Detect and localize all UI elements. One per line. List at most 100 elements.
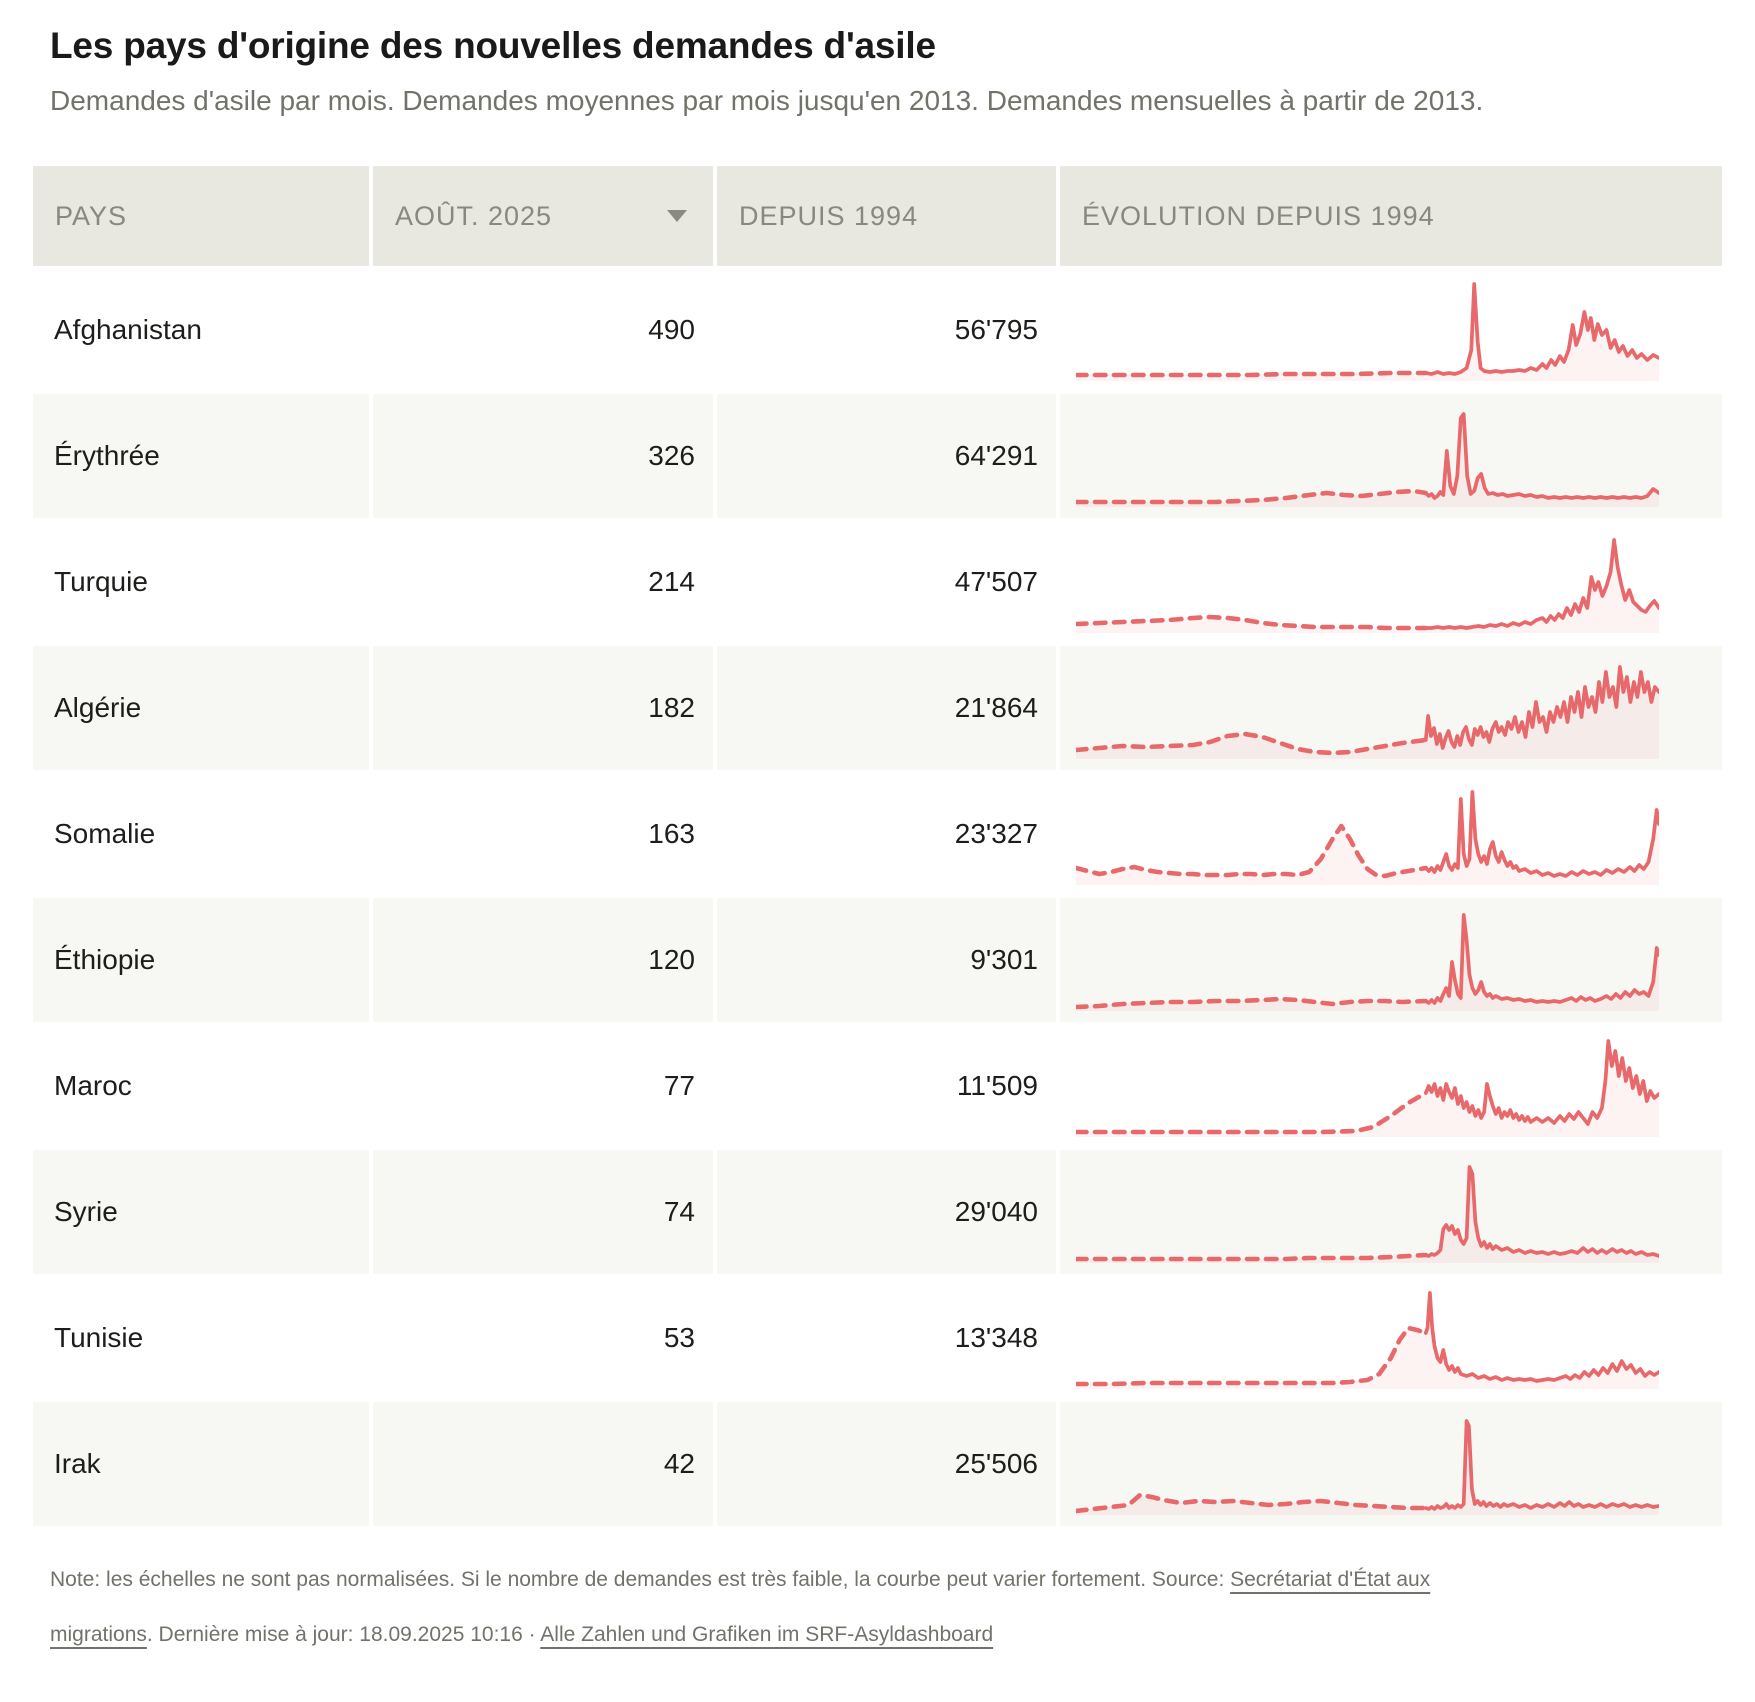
evolution-sparkline-cell — [1060, 268, 1722, 392]
sparkline-dashed-segment — [1076, 731, 1429, 756]
since-1994-value: 56'795 — [954, 314, 1038, 345]
sparkline-chart — [1076, 538, 1659, 633]
sparkline-solid-segment — [1423, 1419, 1659, 1511]
sparkline-chart — [1076, 1291, 1659, 1389]
sparkline-chart — [1076, 1165, 1659, 1263]
country-cell: Algérie — [33, 646, 369, 770]
sparkline-dashed-segment — [1076, 1492, 1429, 1514]
table-row: Syrie 74 29'040 — [33, 1150, 1722, 1274]
sparkline-solid-segment — [1423, 412, 1659, 500]
sparkline-chart — [1076, 1039, 1659, 1137]
column-header-since-1994[interactable]: DEPUIS 1994 — [717, 166, 1056, 266]
sparkline-chart — [1076, 665, 1659, 759]
source-link[interactable]: Secrétariat d'État aux migrations — [50, 1568, 1431, 1646]
since-1994-value: 21'864 — [717, 646, 1056, 770]
evolution-sparkline-cell — [1060, 772, 1722, 896]
table-row: Turquie 214 47'507 — [33, 520, 1722, 644]
column-header-month[interactable]: AOÛT. 2025 — [373, 166, 713, 266]
sparkline-solid-segment — [1423, 1165, 1659, 1258]
country-cell: Syrie — [33, 1150, 369, 1274]
sparkline-chart — [1076, 412, 1659, 507]
country-cell: Érythrée — [33, 394, 369, 518]
sparkline-dashed-segment — [1076, 1090, 1429, 1135]
since-1994-value: 23'327 — [954, 818, 1038, 849]
aug-2025-value: 490 — [648, 314, 695, 345]
evolution-sparkline-cell — [1060, 1024, 1722, 1148]
sparkline-dashed-segment — [1076, 823, 1429, 879]
sparkline-fill — [1076, 1421, 1659, 1515]
aug-2025-value: 74 — [373, 1150, 713, 1274]
table-row: Afghanistan 490 56'795 — [33, 268, 1722, 392]
column-header-month-label: AOÛT. 2025 — [395, 200, 553, 231]
country-cell: Tunisie — [54, 1322, 144, 1353]
since-1994-value: 11'509 — [956, 1070, 1038, 1101]
sparkline-dashed-segment — [1076, 1325, 1429, 1387]
table-header: PAYS AOÛT. 2025 DEPUIS 1994 ÉVOLUTION DE… — [33, 166, 1722, 266]
country-cell: Afghanistan — [54, 314, 202, 345]
sort-descending-icon — [667, 210, 687, 222]
evolution-sparkline-cell — [1060, 646, 1722, 770]
aug-2025-value: 53 — [663, 1322, 695, 1353]
sparkline-fill — [1076, 1041, 1659, 1137]
evolution-sparkline-cell — [1060, 394, 1722, 518]
sparkline-dashed-segment — [1076, 996, 1429, 1010]
evolution-sparkline-cell — [1060, 898, 1722, 1022]
table-row: Tunisie 53 13'348 — [33, 1276, 1722, 1400]
sparkline-fill — [1076, 1167, 1659, 1263]
evolution-sparkline-cell — [1060, 1150, 1722, 1274]
sparkline-chart — [1076, 1419, 1659, 1515]
table-body: Afghanistan 490 56'795 Érythrée 326 64'291 Tur… — [33, 268, 1722, 1526]
aug-2025-value: 182 — [373, 646, 713, 770]
country-cell: Turquie — [54, 566, 148, 597]
sparkline-dashed-segment — [1076, 614, 1429, 631]
country-cell: Somalie — [54, 818, 156, 849]
country-cell: Maroc — [54, 1070, 132, 1101]
dashboard-link[interactable]: Alle Zahlen und Grafiken im SRF-Asyldash… — [540, 1623, 994, 1646]
sparkline-fill — [1076, 915, 1659, 1011]
evolution-sparkline-cell — [1060, 1402, 1722, 1526]
evolution-sparkline-cell — [1060, 1276, 1722, 1400]
page-title: Les pays d'origine des nouvelles demande… — [50, 25, 936, 66]
aug-2025-value: 326 — [373, 394, 713, 518]
since-1994-value: 64'291 — [717, 394, 1056, 518]
sparkline-dashed-segment — [1076, 1252, 1429, 1262]
country-cell: Éthiopie — [33, 898, 369, 1022]
aug-2025-value: 120 — [373, 898, 713, 1022]
footnote: Note: les échelles ne sont pas normalisé… — [50, 1552, 1520, 1662]
aug-2025-value: 214 — [648, 566, 695, 597]
country-cell: Irak — [33, 1402, 369, 1526]
sparkline-solid-segment — [1423, 790, 1659, 878]
sparkline-solid-segment — [1423, 665, 1659, 750]
footnote-update-text: . Dernière mise à jour: 18.09.2025 10:16… — [146, 1623, 541, 1646]
since-1994-value: 29'040 — [717, 1150, 1056, 1274]
footnote-note-text: Note: les échelles ne sont pas normalisé… — [50, 1568, 1231, 1591]
sparkline-chart — [1076, 913, 1659, 1011]
sparkline-dashed-segment — [1076, 370, 1429, 378]
aug-2025-value: 77 — [663, 1070, 695, 1101]
sparkline-solid-segment — [1423, 538, 1659, 630]
evolution-sparkline-cell — [1060, 520, 1722, 644]
sparkline-dashed-segment — [1076, 488, 1429, 505]
column-header-evolution[interactable]: ÉVOLUTION DEPUIS 1994 — [1060, 166, 1722, 266]
aug-2025-value: 42 — [373, 1402, 713, 1526]
table-row: Éthiopie 120 9'301 — [33, 898, 1722, 1022]
sparkline-solid-segment — [1423, 1039, 1659, 1126]
page-subtitle: Demandes d'asile par mois. Demandes moye… — [50, 85, 1484, 116]
sparkline-fill — [1076, 667, 1659, 759]
since-1994-value: 9'301 — [717, 898, 1056, 1022]
column-header-pays[interactable]: PAYS — [33, 166, 369, 266]
table-row: Irak 42 25'506 — [33, 1402, 1722, 1526]
sparkline-solid-segment — [1423, 913, 1659, 1005]
sparkline-solid-segment — [1423, 282, 1659, 376]
table-row: Maroc 77 11'509 — [33, 1024, 1722, 1148]
table-row: Érythrée 326 64'291 — [33, 394, 1722, 518]
sparkline-chart — [1076, 282, 1659, 381]
sparkline-fill — [1076, 1293, 1659, 1389]
sparkline-chart — [1076, 790, 1659, 885]
sparkline-solid-segment — [1423, 1291, 1659, 1383]
table-row: Somalie 163 23'327 — [33, 772, 1722, 896]
table-row: Algérie 182 21'864 — [33, 646, 1722, 770]
since-1994-value: 25'506 — [717, 1402, 1056, 1526]
sparkline-fill — [1076, 284, 1659, 381]
